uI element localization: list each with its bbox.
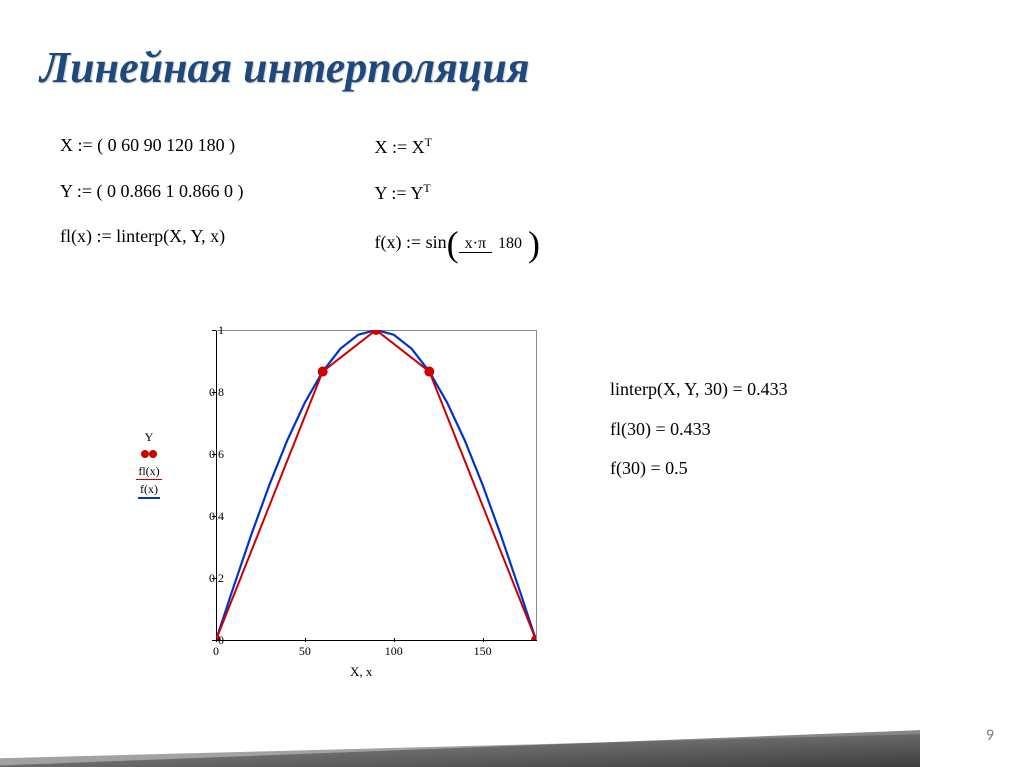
result-linterp: linterp(X, Y, 30) = 0.433 xyxy=(610,370,788,410)
formula-f-prefix: f(x) := sin xyxy=(375,232,447,252)
legend-marker-icon xyxy=(141,450,149,458)
result-fl: fl(30) = 0.433 xyxy=(610,410,788,450)
result-f: f(30) = 0.5 xyxy=(610,449,788,489)
formula-block: X := ( 0 60 90 120 180 ) X := XT Y := ( … xyxy=(60,135,660,284)
x-axis-label: X, x xyxy=(350,664,372,680)
x-tick-label: 0 xyxy=(201,644,231,659)
formula-yt-text: Y := Y xyxy=(375,183,424,203)
formula-xt-text: X := X xyxy=(375,137,425,157)
formula-x-transpose: X := XT xyxy=(375,135,625,159)
chart-legend: Y fl(x) f(x) xyxy=(130,430,168,501)
footer-decoration xyxy=(0,697,1024,767)
y-tick-label: 1 xyxy=(194,323,224,338)
x-tick-label: 50 xyxy=(290,644,320,659)
legend-marker-icon-2 xyxy=(149,450,157,458)
legend-fl: fl(x) xyxy=(136,464,161,480)
formula-y-def: Y := ( 0 0.866 1 0.866 0 ) xyxy=(60,181,370,203)
frac-den: 180 xyxy=(492,235,528,252)
sup-t-2: T xyxy=(423,181,430,195)
plot-svg xyxy=(216,330,536,640)
x-tick-label: 150 xyxy=(468,644,498,659)
y-tick-label: 0.4 xyxy=(194,509,224,524)
y-tick-label: 0.8 xyxy=(194,385,224,400)
formula-f-def: f(x) := sin(x·π180) xyxy=(375,226,625,262)
formula-y-transpose: Y := YT xyxy=(375,181,625,205)
sup-t-1: T xyxy=(425,135,432,149)
legend-y: Y xyxy=(145,430,154,444)
formula-fl-def: fl(x) := linterp(X, Y, x) xyxy=(60,226,370,248)
chart: Y fl(x) f(x) 00.20.40.60.81 050100150 X,… xyxy=(170,320,550,680)
y-tick-label: 0.6 xyxy=(194,447,224,462)
results-block: linterp(X, Y, 30) = 0.433 fl(30) = 0.433… xyxy=(610,370,788,489)
x-tick-label: 100 xyxy=(379,644,409,659)
legend-f: f(x) xyxy=(138,482,160,499)
frac-num: x·π xyxy=(459,235,492,253)
formula-x-def: X := ( 0 60 90 120 180 ) xyxy=(60,135,370,157)
y-tick-label: 0.2 xyxy=(194,571,224,586)
page-title: Линейная интерполяция xyxy=(40,42,529,93)
